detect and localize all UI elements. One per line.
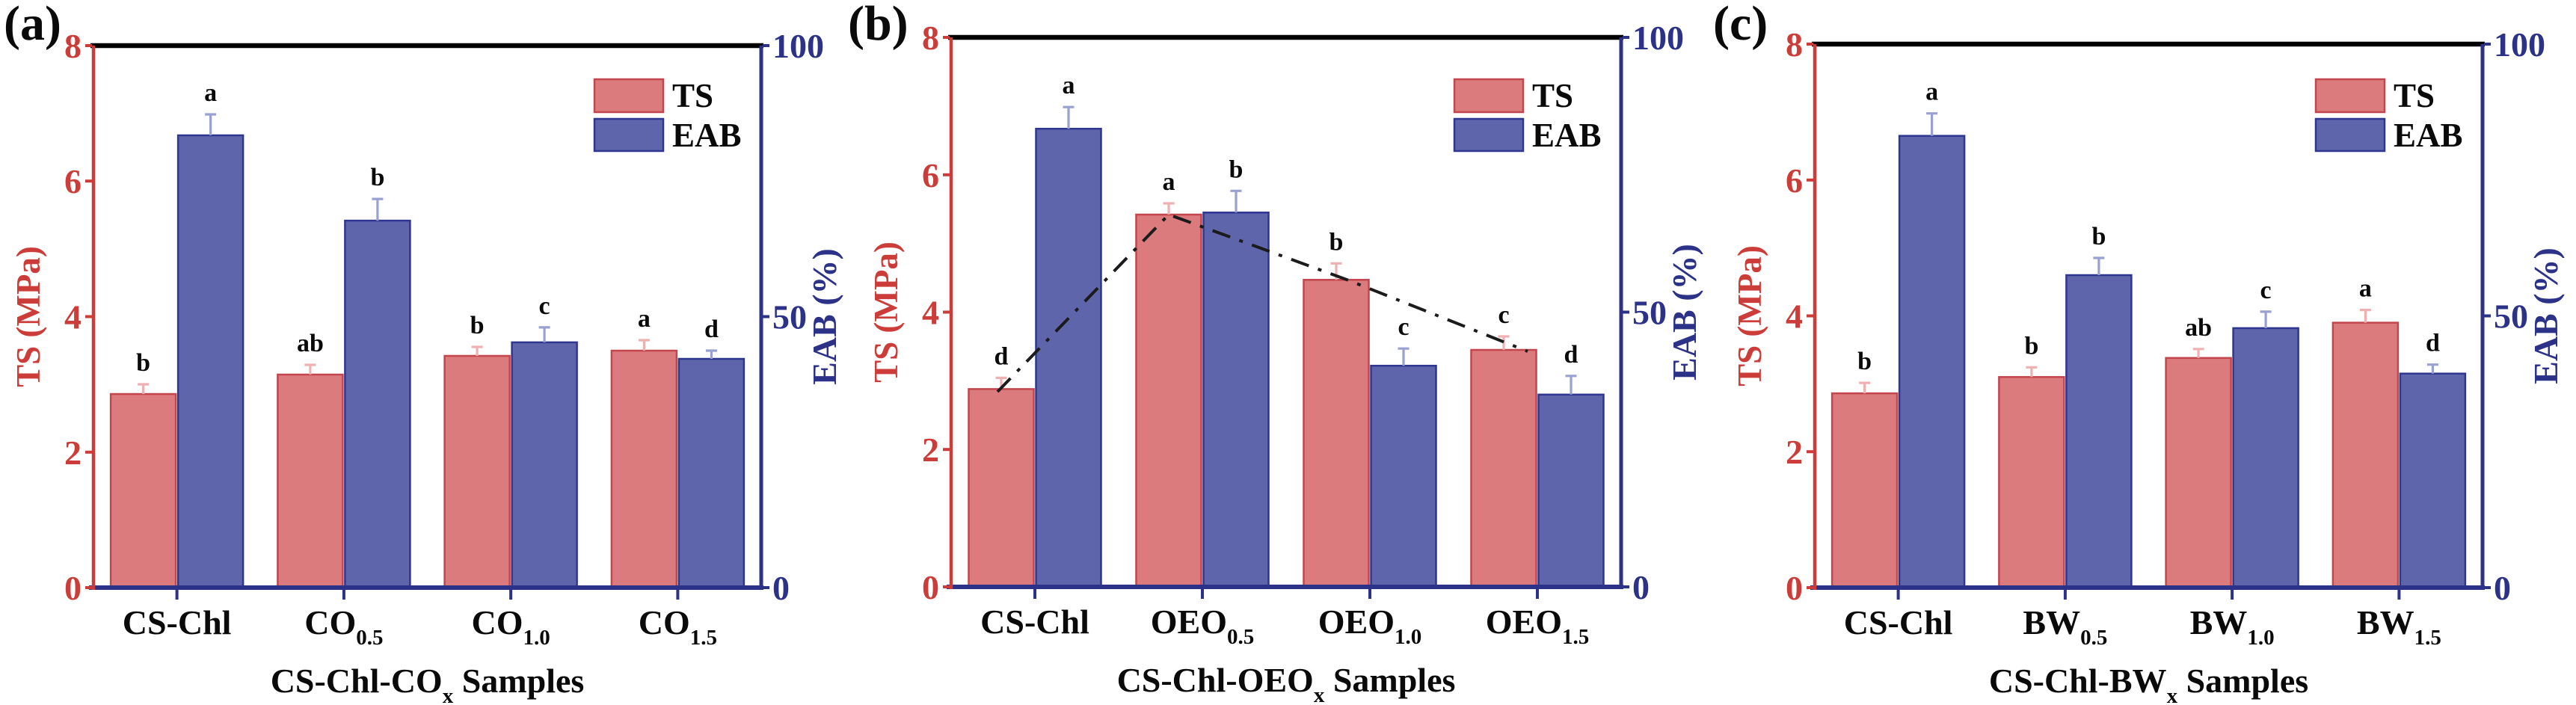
svg-text:(b): (b) xyxy=(848,0,909,51)
svg-text:d: d xyxy=(1564,341,1579,369)
svg-text:TS (MPa): TS (MPa) xyxy=(1731,245,1768,387)
svg-text:CS-Chl-OEOx Samples: CS-Chl-OEOx Samples xyxy=(1117,661,1456,705)
svg-text:4: 4 xyxy=(64,298,82,336)
svg-text:b: b xyxy=(1857,348,1872,375)
svg-text:a: a xyxy=(1925,78,1938,106)
svg-text:EAB: EAB xyxy=(1532,117,1602,154)
svg-text:50: 50 xyxy=(772,298,807,336)
svg-text:0: 0 xyxy=(772,569,790,607)
svg-text:0: 0 xyxy=(2494,569,2511,607)
svg-text:50: 50 xyxy=(2494,298,2528,336)
svg-text:100: 100 xyxy=(1632,19,1684,57)
svg-text:a: a xyxy=(638,305,651,333)
svg-text:b: b xyxy=(370,164,384,191)
svg-text:4: 4 xyxy=(922,294,939,332)
svg-text:CS-Chl: CS-Chl xyxy=(980,603,1089,641)
svg-text:CS-Chl-COx Samples: CS-Chl-COx Samples xyxy=(271,662,585,705)
svg-text:a: a xyxy=(204,79,217,107)
svg-text:c: c xyxy=(539,292,550,320)
svg-text:TS (MPa): TS (MPa) xyxy=(10,246,47,387)
svg-text:ab: ab xyxy=(297,330,324,357)
svg-text:b: b xyxy=(136,349,150,377)
svg-text:TS (MPa): TS (MPa) xyxy=(867,241,905,383)
svg-text:0: 0 xyxy=(922,568,939,606)
svg-text:a: a xyxy=(1163,168,1175,196)
svg-text:b: b xyxy=(1330,228,1344,256)
svg-text:6: 6 xyxy=(922,156,939,194)
svg-text:2: 2 xyxy=(64,434,82,472)
svg-text:b: b xyxy=(2024,332,2038,360)
svg-text:2: 2 xyxy=(922,431,939,469)
svg-text:100: 100 xyxy=(2494,25,2545,64)
svg-text:b: b xyxy=(470,312,485,339)
svg-text:TS: TS xyxy=(1532,77,1573,114)
svg-text:(a): (a) xyxy=(4,0,61,51)
svg-text:d: d xyxy=(2426,330,2440,357)
svg-text:c: c xyxy=(2260,277,2272,304)
svg-text:8: 8 xyxy=(64,27,82,65)
svg-text:a: a xyxy=(2359,275,2372,303)
svg-text:6: 6 xyxy=(64,162,82,200)
svg-text:50: 50 xyxy=(1632,294,1667,332)
svg-text:EAB (%): EAB (%) xyxy=(1665,244,1703,381)
svg-text:100: 100 xyxy=(772,27,824,65)
svg-text:4: 4 xyxy=(1786,298,1803,336)
svg-text:EAB (%): EAB (%) xyxy=(2527,247,2565,384)
svg-text:2: 2 xyxy=(1786,433,1803,471)
svg-text:d: d xyxy=(995,342,1009,370)
svg-text:a: a xyxy=(1063,72,1075,99)
svg-text:b: b xyxy=(2091,223,2106,250)
svg-text:TS: TS xyxy=(672,77,713,114)
svg-text:6: 6 xyxy=(1786,161,1803,200)
svg-text:EAB: EAB xyxy=(672,117,742,154)
svg-text:CS-Chl: CS-Chl xyxy=(123,603,232,641)
svg-text:b: b xyxy=(1229,156,1244,183)
svg-text:8: 8 xyxy=(1786,25,1803,64)
svg-text:c: c xyxy=(1498,301,1509,329)
svg-text:CS-Chl-BWx Samples: CS-Chl-BWx Samples xyxy=(1989,662,2308,705)
svg-text:8: 8 xyxy=(922,19,939,57)
svg-text:d: d xyxy=(704,315,719,343)
svg-text:0: 0 xyxy=(1786,569,1803,607)
svg-text:(c): (c) xyxy=(1713,0,1768,51)
svg-text:ab: ab xyxy=(2185,314,2212,342)
svg-text:CS-Chl: CS-Chl xyxy=(1844,603,1953,641)
svg-text:TS: TS xyxy=(2394,77,2435,114)
svg-text:0: 0 xyxy=(64,569,82,607)
svg-text:0: 0 xyxy=(1632,568,1650,606)
svg-text:EAB: EAB xyxy=(2394,117,2463,154)
svg-text:c: c xyxy=(1398,313,1409,341)
svg-text:EAB (%): EAB (%) xyxy=(805,248,843,385)
